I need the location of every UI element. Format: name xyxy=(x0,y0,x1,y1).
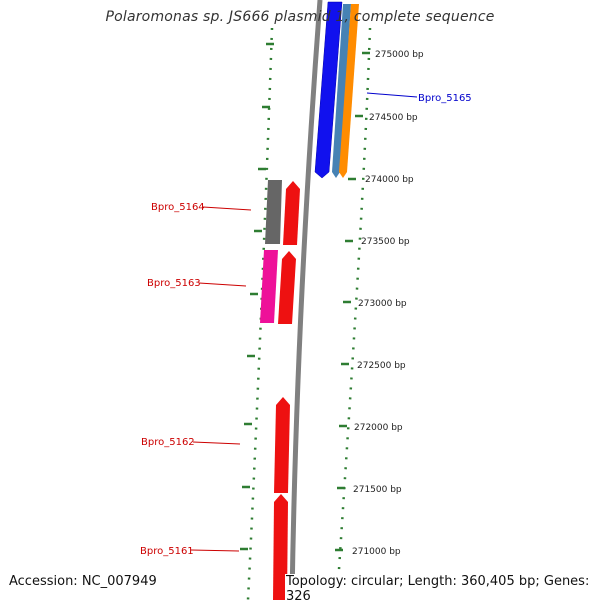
gene-dark-block[interactable] xyxy=(265,180,282,244)
gene-orange-arrow[interactable] xyxy=(339,4,359,178)
gene-bpro-5163-arrow[interactable] xyxy=(278,251,296,324)
tick-labels: 275000 bp 274500 bp 274000 bp 273500 bp … xyxy=(352,50,424,557)
gene-label-bpro-5161[interactable]: Bpro_5161 xyxy=(140,546,194,557)
tick-label: 273500 bp xyxy=(361,237,410,247)
gene-bpro-5162-arrow[interactable] xyxy=(274,397,290,493)
gene-label-bpro-5163[interactable]: Bpro_5163 xyxy=(147,278,201,289)
gene-bpro-5161-arrow[interactable] xyxy=(273,494,288,600)
gene-blue-arrow[interactable] xyxy=(314,1,343,179)
gene-bpro-5165-group[interactable] xyxy=(314,1,359,179)
map-title: Polaromonas sp. JS666 plasmid 1, complet… xyxy=(105,9,495,25)
left-tick-marks xyxy=(240,42,274,551)
sequence-backbone xyxy=(289,0,323,600)
tick-label: 272000 bp xyxy=(354,423,403,433)
tick-label: 271000 bp xyxy=(352,547,401,557)
gene-label-bpro-5162[interactable]: Bpro_5162 xyxy=(141,437,195,448)
gene-label-bpro-5165[interactable]: Bpro_5165 xyxy=(418,93,472,104)
tick-label: 274500 bp xyxy=(369,113,418,123)
right-tick-marks xyxy=(335,51,370,552)
tick-label: 271500 bp xyxy=(353,485,402,495)
tick-label: 275000 bp xyxy=(375,50,424,60)
label-leaders xyxy=(190,92,418,552)
gene-steelblue-arrow[interactable] xyxy=(332,4,351,178)
gene-pink-block[interactable] xyxy=(260,250,278,323)
tick-label: 272500 bp xyxy=(357,361,406,371)
tick-label: 273000 bp xyxy=(358,299,407,309)
gene-bpro-5164-arrow[interactable] xyxy=(283,181,300,245)
tick-label: 274000 bp xyxy=(365,175,414,185)
summary-text: Topology: circular; Length: 360,405 bp; … xyxy=(285,574,600,604)
gene-label-bpro-5164[interactable]: Bpro_5164 xyxy=(151,202,205,213)
accession-text: Accession: NC_007949 xyxy=(9,574,157,589)
